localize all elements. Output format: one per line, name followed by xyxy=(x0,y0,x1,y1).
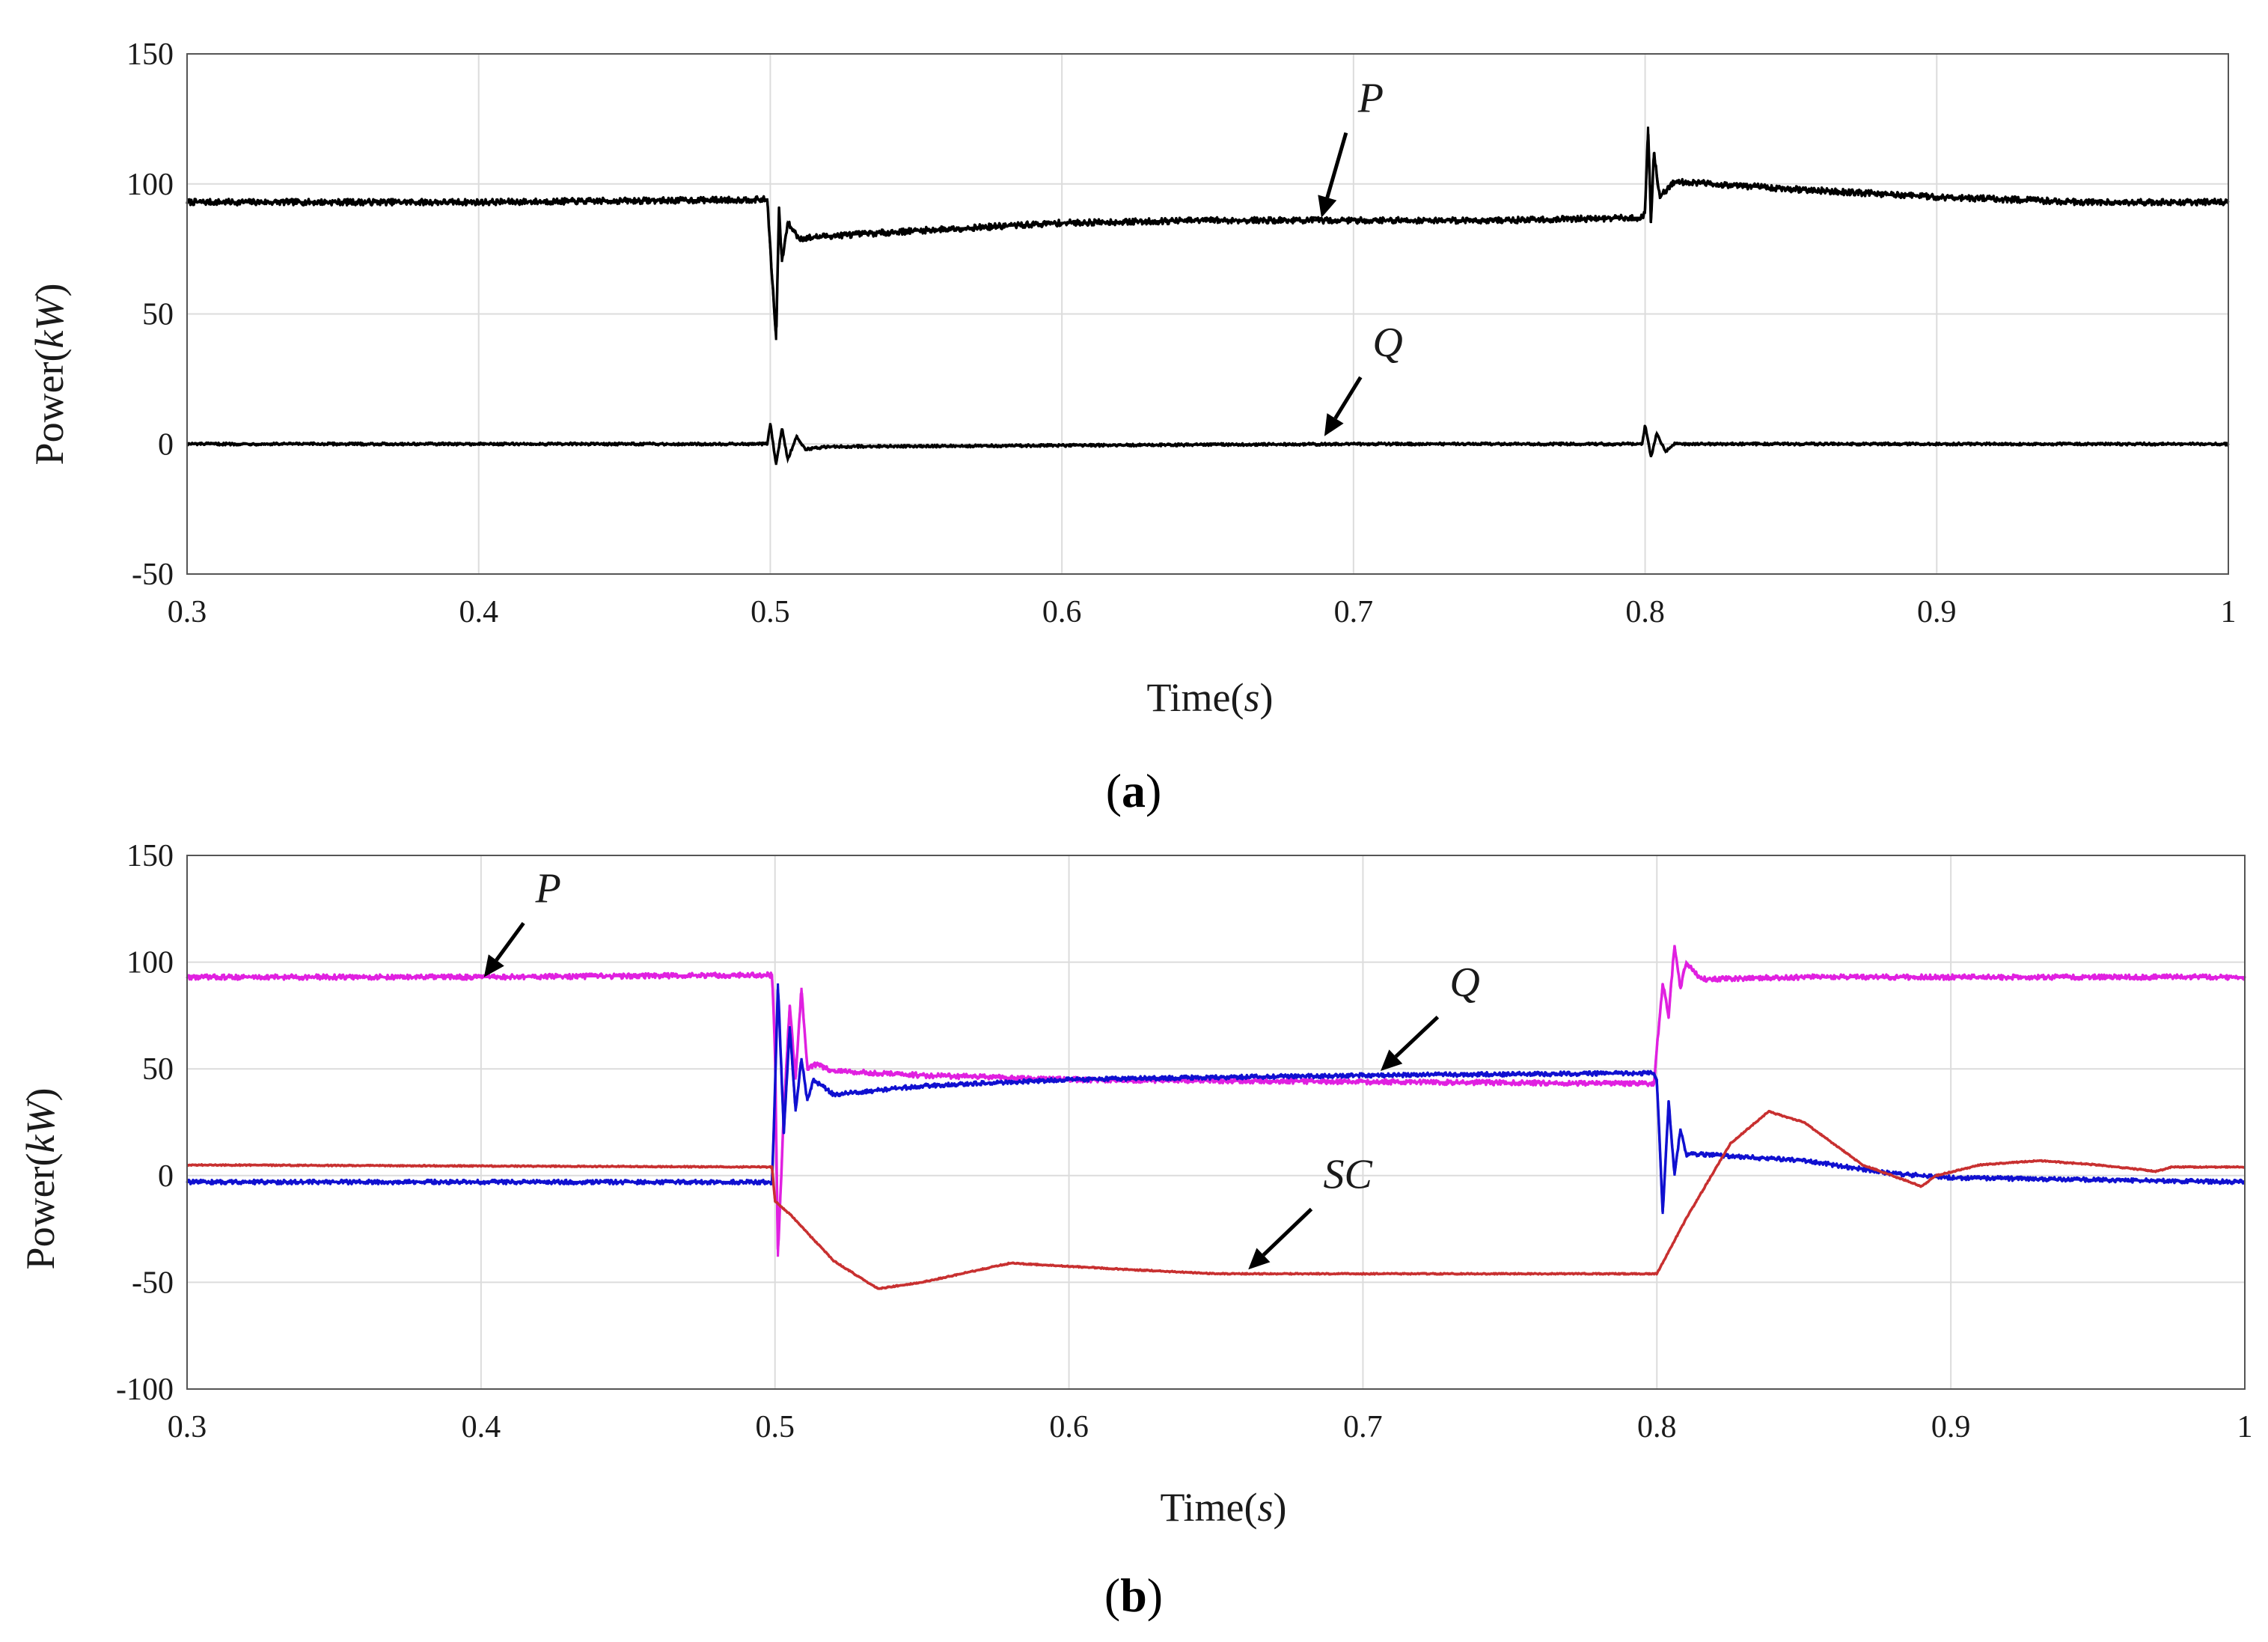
x-tick-label-b-4: 0.7 xyxy=(1343,1410,1383,1444)
annotation-label-b-sc: SC xyxy=(1324,1152,1373,1198)
x-tick-label-a-4: 0.7 xyxy=(1334,595,1374,629)
x-axis-title-a: Time(s) xyxy=(1146,675,1273,720)
series-transient-b-sc xyxy=(186,1110,2245,1290)
annotation-arrow-shaft-b-sc xyxy=(1262,1207,1313,1257)
y-tick-label-b-5: -100 xyxy=(116,1373,174,1407)
y-tick-label-b-4: -50 xyxy=(132,1266,174,1300)
y-axis-title-a: Power(kW) xyxy=(27,284,72,466)
x-tick-label-b-6: 0.9 xyxy=(1931,1410,1971,1444)
x-tick-label-a-2: 0.5 xyxy=(751,595,790,629)
x-tick-label-b-7: 1 xyxy=(2237,1410,2253,1444)
x-tick-label-a-0: 0.3 xyxy=(168,595,207,629)
x-axis-title-b: Time(s) xyxy=(1160,1485,1286,1530)
series-transient-b-q xyxy=(187,983,2246,1215)
x-tick-label-b-1: 0.4 xyxy=(462,1410,501,1444)
annotation-arrow-head-b-p xyxy=(483,954,504,977)
annotation-arrow-shaft-a-q xyxy=(1333,376,1363,420)
series-transient-a-q xyxy=(187,423,2228,466)
annotation-label-a-p: P xyxy=(1357,75,1384,121)
plot-frame-b xyxy=(186,855,2246,1390)
y-tick-label-b-1: 100 xyxy=(126,946,174,980)
annotation-arrow-head-a-p xyxy=(1318,195,1337,218)
chart-panel-a: 150 100 50 0 -50 0.3 0.4 0.5 0.6 0.7 0.8 0.9 1 P Q T… xyxy=(27,37,2237,817)
subplot-label-b: (b) xyxy=(1104,1569,1163,1622)
annotation-arrow-shaft-b-q xyxy=(1394,1016,1440,1058)
x-tick-label-b-2: 0.5 xyxy=(755,1410,795,1444)
series-line-b-q xyxy=(186,988,2246,1213)
annotation-label-a-q: Q xyxy=(1372,320,1402,366)
x-tick-label-a-1: 0.4 xyxy=(459,595,498,629)
x-tick-label-a-3: 0.6 xyxy=(1042,595,1082,629)
x-tick-label-a-6: 0.9 xyxy=(1917,595,1957,629)
annotation-arrow-head-b-sc xyxy=(1248,1248,1271,1270)
y-axis-title-b: Power(kW) xyxy=(18,1088,63,1270)
subplot-label-a: (a) xyxy=(1106,764,1162,817)
annotation-arrow-head-a-q xyxy=(1324,413,1344,436)
x-tick-label-a-7: 1 xyxy=(2221,595,2237,629)
y-tick-label-b-2: 50 xyxy=(142,1052,174,1087)
y-tick-label-a-2: 50 xyxy=(142,298,174,332)
x-tick-label-b-0: 0.3 xyxy=(168,1410,207,1444)
y-tick-label-b-0: 150 xyxy=(126,839,174,873)
annotation-label-b-p: P xyxy=(535,865,561,912)
y-tick-label-a-0: 150 xyxy=(126,37,174,72)
annotation-arrow-head-b-q xyxy=(1381,1049,1403,1072)
annotation-label-b-q: Q xyxy=(1449,959,1479,1006)
x-tick-label-b-5: 0.8 xyxy=(1637,1410,1677,1444)
y-tick-label-a-1: 100 xyxy=(126,168,174,202)
y-tick-label-b-3: 0 xyxy=(158,1159,174,1194)
annotation-arrow-shaft-a-p xyxy=(1325,132,1348,198)
annotation-arrow-shaft-b-p xyxy=(495,921,525,962)
y-tick-label-a-3: 0 xyxy=(158,427,174,462)
series-transient-b-p xyxy=(187,944,2245,1257)
plot-frame-a xyxy=(186,53,2229,575)
x-tick-label-b-3: 0.6 xyxy=(1049,1410,1089,1444)
x-tick-label-a-5: 0.8 xyxy=(1625,595,1665,629)
y-tick-label-a-4: -50 xyxy=(132,558,174,592)
series-transient-a-p xyxy=(187,126,2228,341)
